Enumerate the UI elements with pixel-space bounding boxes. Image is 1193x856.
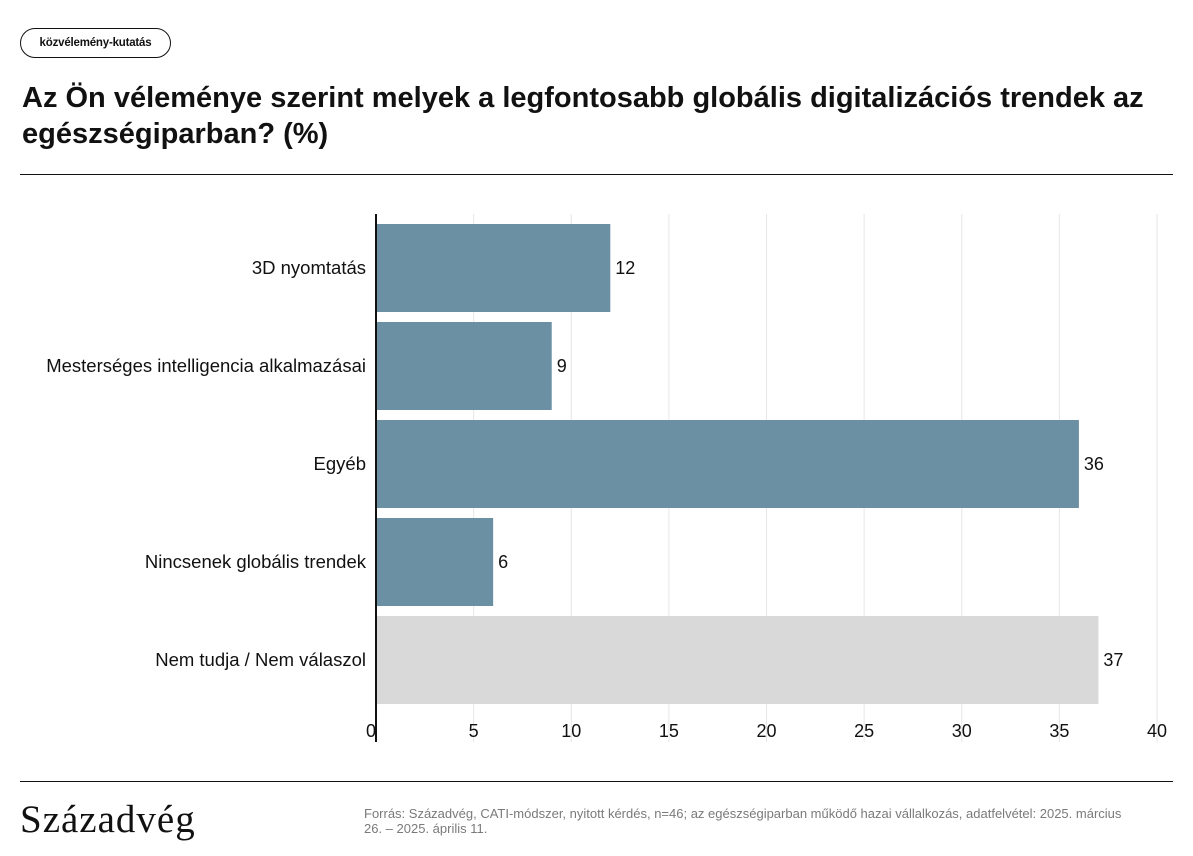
x-tick-label: 10 (561, 721, 581, 741)
chart-title: Az Ön véleménye szerint melyek a legfont… (22, 82, 1144, 150)
data-label: 6 (498, 552, 508, 572)
data-label: 37 (1103, 650, 1123, 670)
data-label: 36 (1084, 454, 1104, 474)
category-label: Nem tudja / Nem válaszol (155, 649, 366, 670)
title-divider (20, 174, 1173, 175)
bar-4 (376, 616, 1099, 704)
category-labels: 3D nyomtatás Mesterséges intelligencia al… (46, 257, 367, 670)
x-tick-label: 5 (469, 721, 479, 741)
x-tick-label: 30 (952, 721, 972, 741)
brand-logo: Századvég (20, 798, 196, 841)
category-label: Egyéb (314, 453, 366, 474)
bar-3 (376, 518, 494, 606)
data-label: 12 (615, 258, 635, 278)
x-tick-label: 40 (1147, 721, 1167, 741)
footer-divider (20, 781, 1173, 782)
value-labels: 12 9 36 6 37 (498, 258, 1123, 670)
x-tick-label: 15 (659, 721, 679, 741)
data-label: 9 (557, 356, 567, 376)
x-tick-label: 35 (1049, 721, 1069, 741)
x-tick-label: 25 (854, 721, 874, 741)
x-tick-label: 0 (366, 721, 376, 741)
bar-0 (376, 224, 611, 312)
x-tick-label: 20 (756, 721, 776, 741)
bars (376, 224, 1099, 704)
bar-chart: 3D nyomtatás Mesterséges intelligencia al… (46, 214, 1167, 742)
category-label: Nincsenek globális trendek (145, 551, 367, 572)
source-note: Forrás: Századvég, CATI-módszer, nyitott… (364, 806, 1122, 836)
category-label: 3D nyomtatás (252, 257, 366, 278)
bar-2 (376, 420, 1079, 508)
topic-tag: közvélemény-kutatás (20, 28, 171, 58)
category-label: Mesterséges intelligencia alkalmazásai (46, 355, 366, 376)
x-axis-ticks: 0 5 10 15 20 25 30 35 40 (366, 721, 1167, 741)
bar-1 (376, 322, 552, 410)
